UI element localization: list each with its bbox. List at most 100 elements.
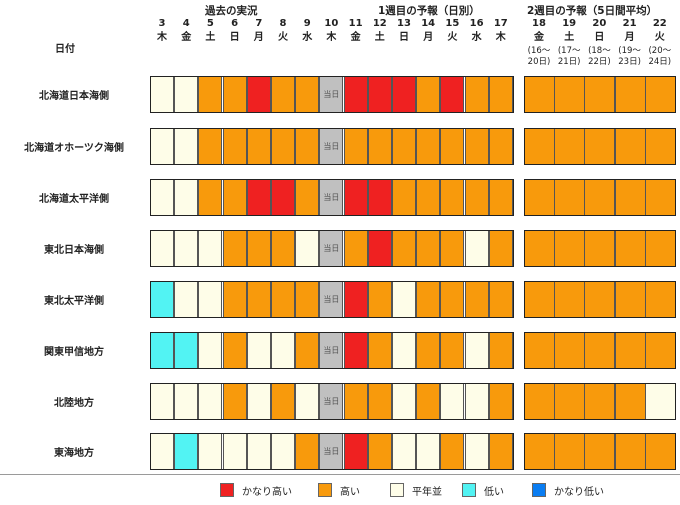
forecast-cell xyxy=(246,281,271,318)
forecast-cell xyxy=(150,76,174,113)
forecast-cell xyxy=(174,332,199,369)
forecast-cell xyxy=(174,230,199,267)
forecast-cell xyxy=(246,128,271,165)
week2-forecast-cell xyxy=(554,76,586,113)
week2-forecast-cell xyxy=(584,179,616,216)
legend-swatch-very-high xyxy=(220,483,234,497)
week2-day-header: 22 火 (20〜24日) xyxy=(645,17,675,68)
forecast-cell xyxy=(392,128,416,165)
forecast-cell xyxy=(464,128,489,165)
forecast-cell xyxy=(464,230,489,267)
forecast-cell xyxy=(198,230,223,267)
forecast-cell xyxy=(271,230,295,267)
forecast-cell xyxy=(464,76,489,113)
weekday-label: 月 xyxy=(624,32,635,43)
week2-forecast-cell xyxy=(584,433,616,470)
forecast-cell xyxy=(150,128,174,165)
forecast-cell xyxy=(198,281,223,318)
forecast-cell xyxy=(222,76,247,113)
day-number: 12 xyxy=(372,18,387,29)
legend-low: 低い xyxy=(462,482,504,498)
day-number: 19 xyxy=(562,18,577,29)
forecast-cell xyxy=(367,433,392,470)
day-header: 12 土 xyxy=(368,17,392,45)
forecast-cell xyxy=(198,128,223,165)
today-cell: 当日 xyxy=(319,433,344,470)
forecast-cell xyxy=(246,76,271,113)
region-label: 北海道オホーツク海側 xyxy=(24,143,124,154)
forecast-cell xyxy=(246,383,271,420)
forecast-cell xyxy=(392,281,416,318)
forecast-cell xyxy=(222,383,247,420)
forecast-cell xyxy=(343,433,368,470)
forecast-cell xyxy=(440,179,465,216)
legend-swatch-normal xyxy=(390,483,404,497)
forecast-cell xyxy=(416,230,441,267)
week2-forecast-cell xyxy=(524,281,555,318)
week2-forecast-cell xyxy=(614,128,646,165)
legend-separator xyxy=(0,474,680,475)
forecast-cell xyxy=(150,383,174,420)
week2-forecast-cell xyxy=(524,332,555,369)
forecast-cell xyxy=(416,281,441,318)
week2-forecast-cell xyxy=(644,433,676,470)
day-number: 5 xyxy=(206,18,214,29)
forecast-cell xyxy=(295,281,320,318)
forecast-cell xyxy=(222,179,247,216)
week2-forecast-cell xyxy=(524,383,555,420)
weekday-label: 木 xyxy=(326,32,337,43)
week2-forecast-cell xyxy=(584,383,616,420)
legend-swatch-very-low xyxy=(532,483,546,497)
date-column-label: 日付 xyxy=(55,44,75,55)
forecast-cell xyxy=(367,281,392,318)
forecast-cell xyxy=(440,230,465,267)
day-header: 10 木 xyxy=(319,17,343,45)
day-number: 7 xyxy=(255,18,263,29)
forecast-cell xyxy=(174,179,199,216)
week2-forecast-cell xyxy=(584,128,616,165)
day-number: 21 xyxy=(622,18,637,29)
legend-normal: 平年並 xyxy=(390,482,442,498)
forecast-cell xyxy=(295,383,320,420)
forecast-cell xyxy=(343,128,368,165)
forecast-cell xyxy=(295,332,320,369)
week2-day-header: 21 月 (19〜23日) xyxy=(615,17,645,68)
forecast-cell xyxy=(416,128,441,165)
forecast-cell xyxy=(464,332,489,369)
weekday-label: 木 xyxy=(495,32,506,43)
region-label: 東海地方 xyxy=(54,448,94,459)
week2-forecast-header: 2週目の予報（5日間平均） xyxy=(527,5,658,17)
weekday-label: 日 xyxy=(229,32,240,43)
week2-forecast-cell xyxy=(554,281,586,318)
day-number: 11 xyxy=(348,18,363,29)
forecast-cell xyxy=(392,383,416,420)
day-number: 16 xyxy=(469,18,484,29)
today-cell: 当日 xyxy=(319,281,344,318)
legend-label-very-low: かなり低い xyxy=(554,486,604,498)
forecast-cell xyxy=(464,433,489,470)
weekday-label: 金 xyxy=(350,32,361,43)
week2-forecast-cell xyxy=(584,281,616,318)
forecast-cell xyxy=(222,128,247,165)
forecast-cell xyxy=(488,433,513,470)
day-number: 14 xyxy=(421,18,436,29)
day-header: 13 日 xyxy=(392,17,416,45)
legend-high: 高い xyxy=(318,482,360,498)
legend-swatch-low xyxy=(462,483,476,497)
region-label: 関東甲信地方 xyxy=(44,347,104,358)
weekday-label: 金 xyxy=(534,32,544,43)
week2-forecast-cell xyxy=(554,383,586,420)
day-number: 20 xyxy=(592,18,607,29)
today-cell: 当日 xyxy=(319,230,344,267)
legend-very-low: かなり低い xyxy=(532,482,604,498)
forecast-cell xyxy=(440,433,465,470)
forecast-cell xyxy=(271,332,295,369)
weekday-label: 火 xyxy=(447,32,458,43)
period-range: (20〜24日) xyxy=(648,46,672,67)
week2-forecast-cell xyxy=(554,433,586,470)
forecast-cell xyxy=(343,332,368,369)
forecast-cell xyxy=(392,433,416,470)
